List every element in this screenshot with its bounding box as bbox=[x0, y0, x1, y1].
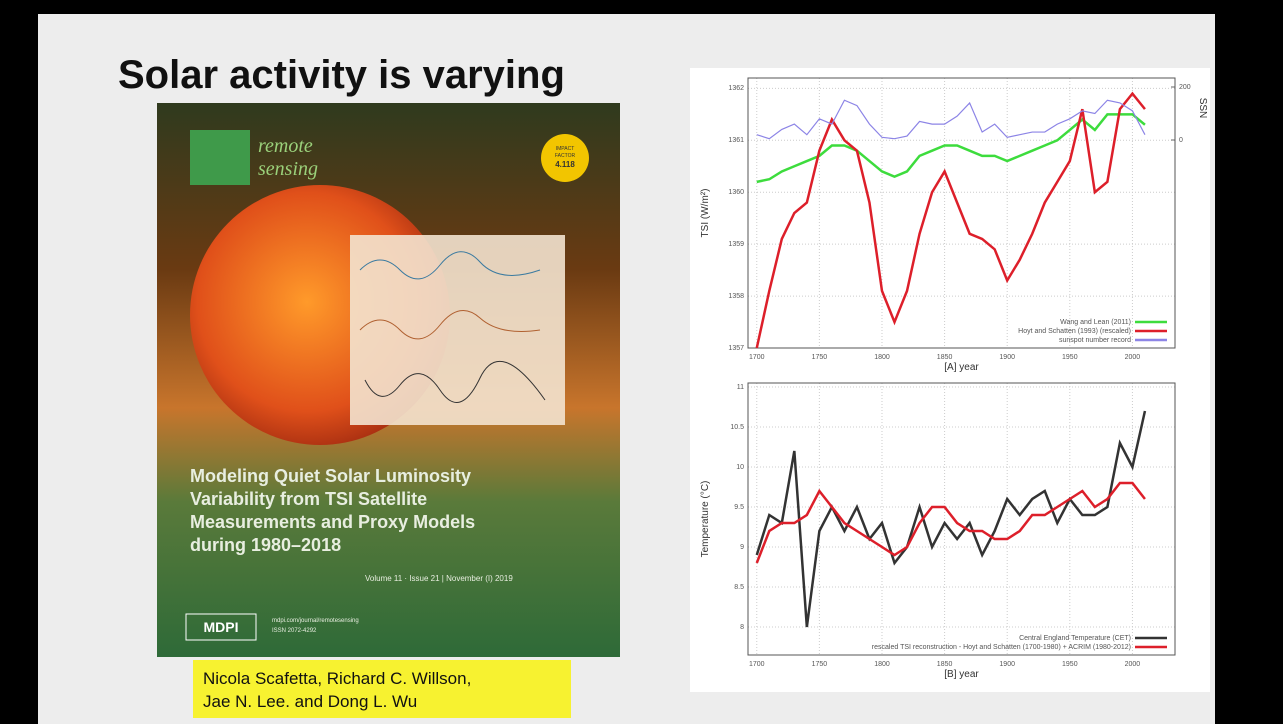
y-tick-label: 9 bbox=[740, 544, 744, 551]
chart-panel bbox=[690, 376, 1210, 692]
legend-label: Wang and Lean (2011) bbox=[1060, 319, 1131, 326]
journal-name: remote bbox=[258, 135, 313, 157]
x-tick-label: 1750 bbox=[812, 661, 828, 668]
series-line bbox=[755, 91, 1146, 349]
x-tick-label: 1850 bbox=[937, 661, 953, 668]
y-tick-label: 1357 bbox=[728, 345, 744, 352]
y-tick-label: 8.5 bbox=[734, 584, 744, 591]
authors-box bbox=[193, 660, 571, 718]
x-axis-label: [B] year bbox=[944, 669, 979, 680]
y2-tick-label: 200 bbox=[1179, 84, 1191, 91]
y-tick-label: 10.5 bbox=[730, 424, 744, 431]
slide-title: Solar activity is varying bbox=[118, 53, 565, 97]
x-tick-label: 1700 bbox=[749, 661, 765, 668]
x-tick-label: 1700 bbox=[749, 354, 765, 361]
legend-label: sunspot number record bbox=[1059, 337, 1131, 344]
chart-panel bbox=[690, 68, 1210, 378]
authors: Jae N. Lee. and Dong L. Wu bbox=[203, 692, 417, 711]
y-axis-label: Temperature (°C) bbox=[700, 481, 711, 558]
cover-figure-line bbox=[364, 360, 546, 403]
authors: Nicola Scafetta, Richard C. Willson, bbox=[203, 669, 471, 688]
publisher-line: mdpi.com/journal/remotesensing bbox=[272, 618, 359, 624]
impact-badge bbox=[541, 134, 589, 182]
series-line bbox=[756, 99, 1146, 140]
journal-logo bbox=[190, 130, 250, 185]
x-tick-label: 2000 bbox=[1125, 354, 1141, 361]
cover-figure-line bbox=[359, 251, 541, 280]
x-tick-label: 1950 bbox=[1062, 354, 1078, 361]
plot-frame bbox=[747, 77, 1176, 349]
y-tick-label: 9.5 bbox=[734, 504, 744, 511]
y-tick-label: 10 bbox=[736, 464, 744, 471]
y-tick-label: 1358 bbox=[728, 293, 744, 300]
cover-figure bbox=[350, 235, 565, 425]
x-tick-label: 1900 bbox=[999, 661, 1015, 668]
publisher-logo bbox=[185, 613, 257, 641]
y2-tick-label: 0 bbox=[1179, 137, 1183, 144]
x-tick-label: 1800 bbox=[874, 354, 890, 361]
impact-label: IMPACT bbox=[556, 146, 575, 152]
cover-title: during 1980–2018 bbox=[190, 535, 341, 555]
y-tick-label: 1361 bbox=[728, 137, 744, 144]
cover-figure-line bbox=[359, 310, 541, 340]
x-tick-label: 1950 bbox=[1062, 661, 1078, 668]
journal-name: sensing bbox=[258, 158, 318, 180]
cover-title: Measurements and Proxy Models bbox=[190, 512, 475, 532]
y-axis-label: TSI (W/m²) bbox=[700, 189, 711, 238]
cover-title: Variability from TSI Satellite bbox=[190, 489, 427, 509]
cover-title: Modeling Quiet Solar Luminosity bbox=[190, 466, 471, 486]
y-tick-label: 1360 bbox=[728, 189, 744, 196]
series-line bbox=[755, 410, 1147, 628]
x-tick-label: 2000 bbox=[1125, 661, 1141, 668]
x-tick-label: 1750 bbox=[812, 354, 828, 361]
x-tick-label: 1850 bbox=[937, 354, 953, 361]
impact-label: FACTOR bbox=[555, 153, 576, 159]
x-tick-label: 1800 bbox=[874, 661, 890, 668]
y-tick-label: 1362 bbox=[728, 85, 744, 92]
legend-label: rescaled TSI reconstruction - Hoyt and S… bbox=[872, 644, 1131, 651]
y-tick-label: 8 bbox=[740, 624, 744, 631]
y2-axis-label: SSN bbox=[1197, 98, 1208, 119]
x-tick-label: 1900 bbox=[999, 354, 1015, 361]
series-line bbox=[755, 481, 1146, 564]
publisher-line: ISSN 2072-4292 bbox=[272, 628, 317, 634]
journal-cover: remote sensing IMPACT FACTOR 4.118 Model… bbox=[157, 103, 620, 657]
legend-label: Hoyt and Schatten (1993) (rescaled) bbox=[1018, 328, 1131, 335]
impact-value: 4.118 bbox=[555, 160, 575, 169]
legend-label: Central England Temperature (CET) bbox=[1019, 635, 1131, 642]
plot-frame bbox=[747, 382, 1176, 656]
y-tick-label: 1359 bbox=[728, 241, 744, 248]
x-axis-label: [A] year bbox=[944, 362, 979, 373]
cover-issue: Volume 11 · Issue 21 | November (I) 2019 bbox=[365, 574, 513, 583]
publisher: MDPI bbox=[204, 619, 239, 635]
y-tick-label: 11 bbox=[737, 384, 744, 391]
